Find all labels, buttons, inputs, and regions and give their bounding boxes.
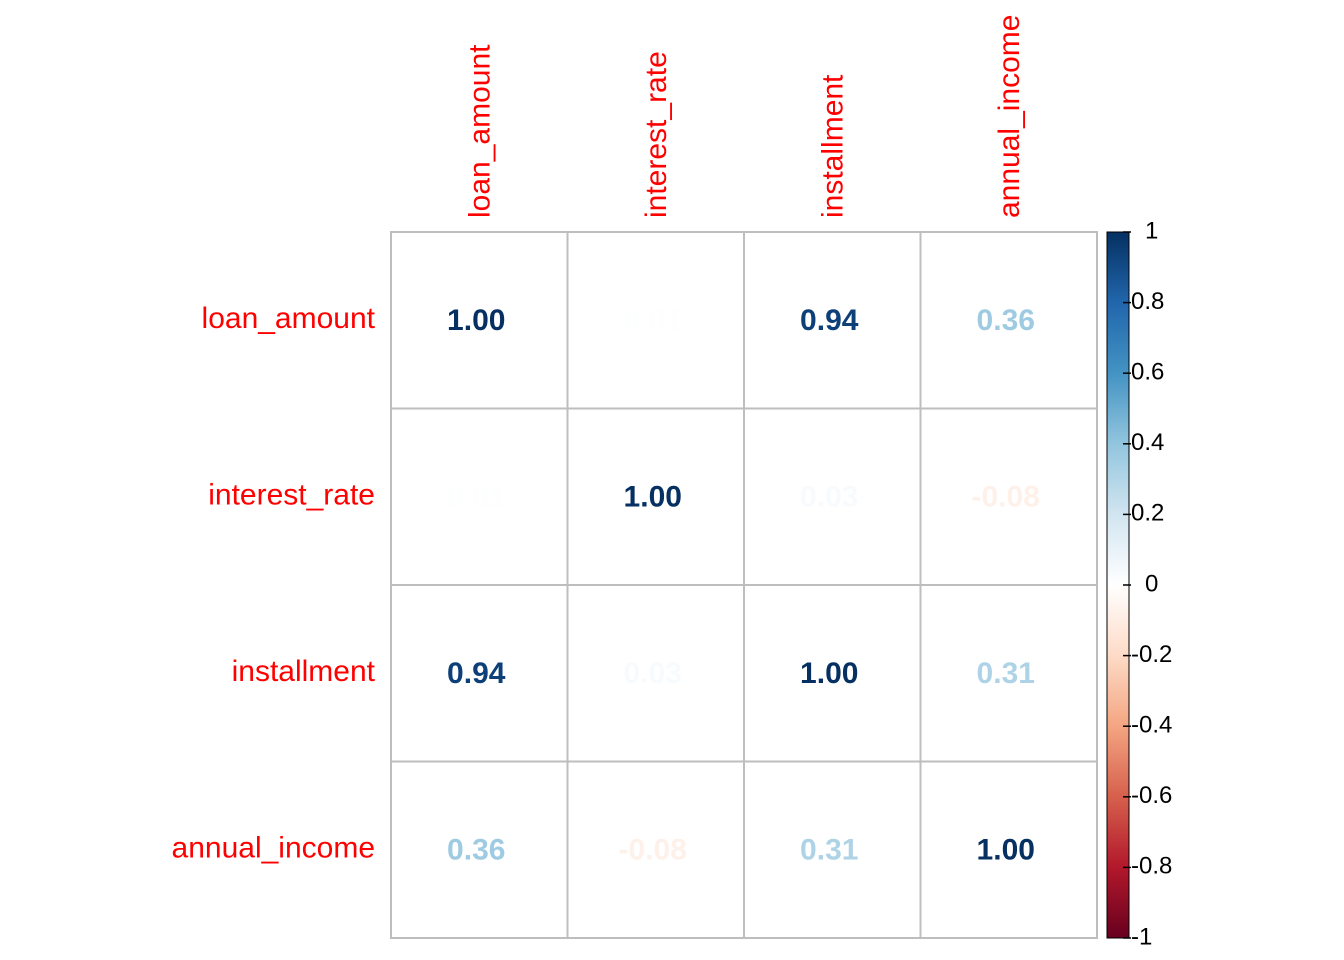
cell-value-loan-amount-annual-income: 0.36 (977, 304, 1035, 337)
colorbar-tick-label: 0.4 (1131, 429, 1164, 456)
colorbar-tick-label: -0.4 (1131, 712, 1172, 739)
column-label-interest-rate: interest_rate (640, 51, 673, 218)
colorbar-tick-label: -0.2 (1131, 641, 1172, 668)
colorbar-tick-label: 0.8 (1131, 288, 1164, 315)
cell-value-annual-income-interest-rate: -0.08 (619, 834, 687, 867)
cell-value-loan-amount-interest-rate: 0.01 (624, 304, 682, 337)
column-labels: loan_amount interest_rate installment annua… (463, 15, 1026, 218)
cell-value-annual-income-annual-income: 1.00 (977, 834, 1035, 867)
cell-value-interest-rate-interest-rate: 1.00 (624, 481, 682, 514)
correlation-grid (390, 231, 1098, 939)
colorbar-tick-label: 0.2 (1131, 500, 1164, 527)
row-label-annual-income: annual_income (172, 832, 375, 865)
cell-value-installment-installment: 1.00 (800, 657, 858, 690)
cell-value-interest-rate-installment: 0.03 (800, 481, 858, 514)
correlation-cells: 1.00 0.01 0.94 0.36 0.01 1.00 0.03 -0.08 0.94 0.0… (447, 304, 1040, 867)
cell-value-installment-loan-amount: 0.94 (447, 657, 506, 690)
colorbar-tick-label: -0.6 (1131, 782, 1172, 809)
row-label-interest-rate: interest_rate (208, 479, 375, 512)
row-label-loan-amount: loan_amount (202, 302, 376, 335)
colorbar-tick-label: 1 (1145, 217, 1158, 244)
cell-value-annual-income-installment: 0.31 (800, 834, 858, 867)
cell-value-installment-interest-rate: 0.03 (624, 657, 682, 690)
colorbar-tick-label: -1 (1131, 923, 1152, 950)
cell-value-annual-income-loan-amount: 0.36 (447, 834, 505, 867)
colorbar-tick-label: -0.8 (1131, 853, 1172, 880)
cell-value-loan-amount-installment: 0.94 (800, 304, 859, 337)
column-label-annual-income: annual_income (993, 15, 1026, 218)
column-label-installment: installment (816, 74, 849, 218)
colorbar: 1 0.8 0.6 0.4 0.2 0 -0.2 -0.4 -0.6 -0.8 -1 (1106, 217, 1172, 950)
cell-value-installment-annual-income: 0.31 (977, 657, 1035, 690)
row-label-installment: installment (232, 655, 376, 688)
cell-value-loan-amount-loan-amount: 1.00 (447, 304, 505, 337)
colorbar-tick-label: 0.6 (1131, 359, 1164, 386)
cell-value-interest-rate-loan-amount: 0.01 (447, 481, 505, 514)
column-label-loan-amount: loan_amount (463, 44, 496, 218)
row-labels: loan_amount interest_rate installment annua… (172, 302, 376, 865)
cell-value-interest-rate-annual-income: -0.08 (972, 481, 1040, 514)
colorbar-tick-label: 0 (1145, 570, 1158, 597)
